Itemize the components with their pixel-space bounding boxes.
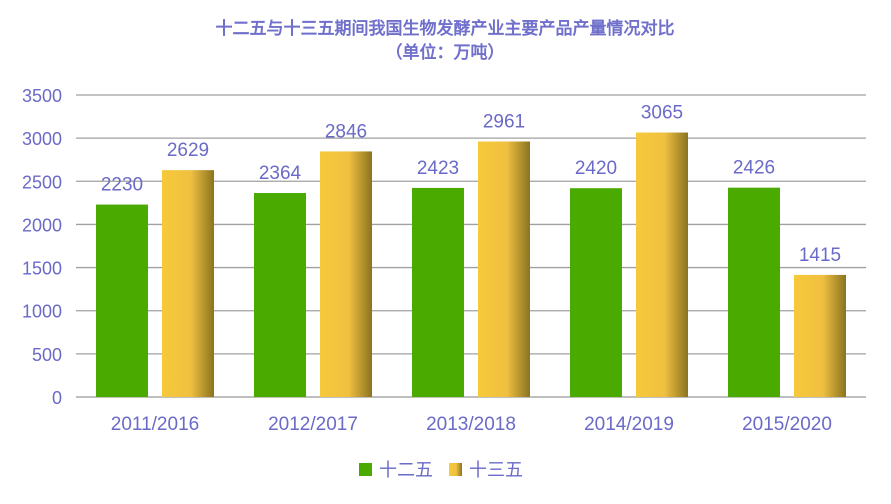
y-tick-label: 3500 [22,86,62,106]
data-label: 3065 [641,103,683,124]
bar-series2 [162,170,214,397]
y-tick-label: 500 [32,345,62,365]
bar-series1 [728,187,780,397]
data-label: 2423 [417,158,459,179]
legend-swatch [359,463,372,476]
data-label: 2230 [101,175,143,196]
y-tick-label: 2000 [22,215,62,235]
legend-label: 十三五 [469,460,523,481]
chart-subtitle: （单位：万吨） [386,42,505,63]
data-label: 2961 [483,112,525,133]
x-tick-label: 2014/2019 [584,414,674,435]
y-tick-label: 0 [52,388,62,408]
bar-series1 [254,193,306,397]
x-tick-label: 2011/2016 [111,414,199,435]
data-label: 2629 [167,140,209,161]
bar-series1 [570,188,622,397]
data-label: 2426 [733,158,775,179]
legend-swatch [449,463,462,476]
bar-series2 [320,151,372,397]
bar-series1 [412,187,464,397]
data-label: 1415 [799,245,841,266]
bar-series2 [636,132,688,397]
data-label: 2364 [259,163,302,184]
x-tick-label: 2012/2017 [268,414,358,435]
legend-label: 十二五 [379,460,433,481]
bar-series2 [794,274,846,397]
bar-series2 [478,141,530,397]
data-label: 2846 [325,121,367,142]
chart-title: 十二五与十三五期间我国生物发酵产业主要产品产量情况对比 [216,18,675,39]
data-label: 2420 [575,158,617,179]
x-tick-label: 2015/2020 [742,414,832,435]
y-tick-label: 1500 [22,259,62,279]
bar-series1 [96,204,148,397]
y-tick-label: 2500 [22,172,62,192]
x-tick-label: 2013/2018 [426,414,516,435]
y-tick-label: 3000 [22,129,62,149]
y-tick-label: 1000 [22,302,62,322]
